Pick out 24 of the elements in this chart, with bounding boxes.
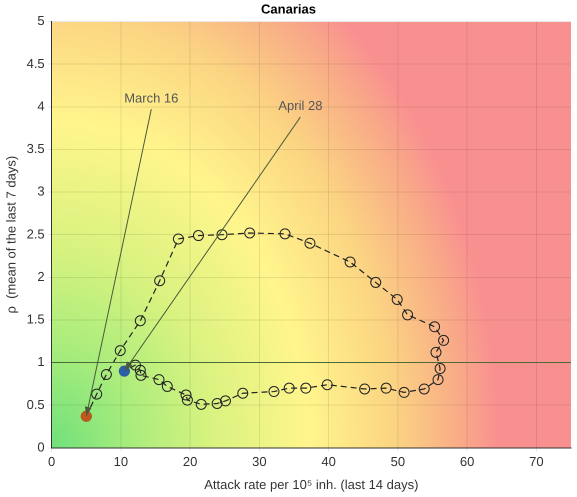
- x-tick-label: 0: [48, 454, 56, 470]
- y-tick-label: 4.5: [26, 56, 45, 71]
- y-tick-label: 2: [37, 268, 45, 284]
- x-axis-title: Attack rate per 10⁵ inh. (last 14 days): [204, 476, 418, 492]
- y-tick-label: 3.5: [26, 141, 45, 156]
- annotation: March 16: [124, 90, 178, 106]
- y-axis-title: ρ (mean of the last 7 days): [3, 156, 18, 314]
- x-tick-label: 50: [390, 454, 406, 470]
- y-tick-label: 1: [37, 354, 45, 370]
- x-tick-label: 70: [529, 454, 544, 470]
- y-tick-label: 1.5: [26, 312, 45, 327]
- y-tick-label: 2.5: [26, 226, 45, 242]
- y-tick-label: 3: [37, 184, 45, 199]
- x-tick-label: 30: [252, 454, 267, 470]
- y-tick-label: 0.5: [26, 396, 45, 412]
- y-tick-label: 0: [37, 439, 45, 454]
- chart-title: Canarias: [261, 1, 316, 16]
- x-tick-label: 40: [321, 454, 336, 470]
- y-tick-label: 4: [37, 98, 45, 114]
- x-tick-label: 60: [460, 454, 474, 470]
- x-tick-label: 10: [114, 454, 128, 470]
- x-tick-label: 20: [182, 454, 198, 470]
- y-tick-label: 5: [37, 13, 45, 28]
- annotation: April 28: [278, 98, 322, 114]
